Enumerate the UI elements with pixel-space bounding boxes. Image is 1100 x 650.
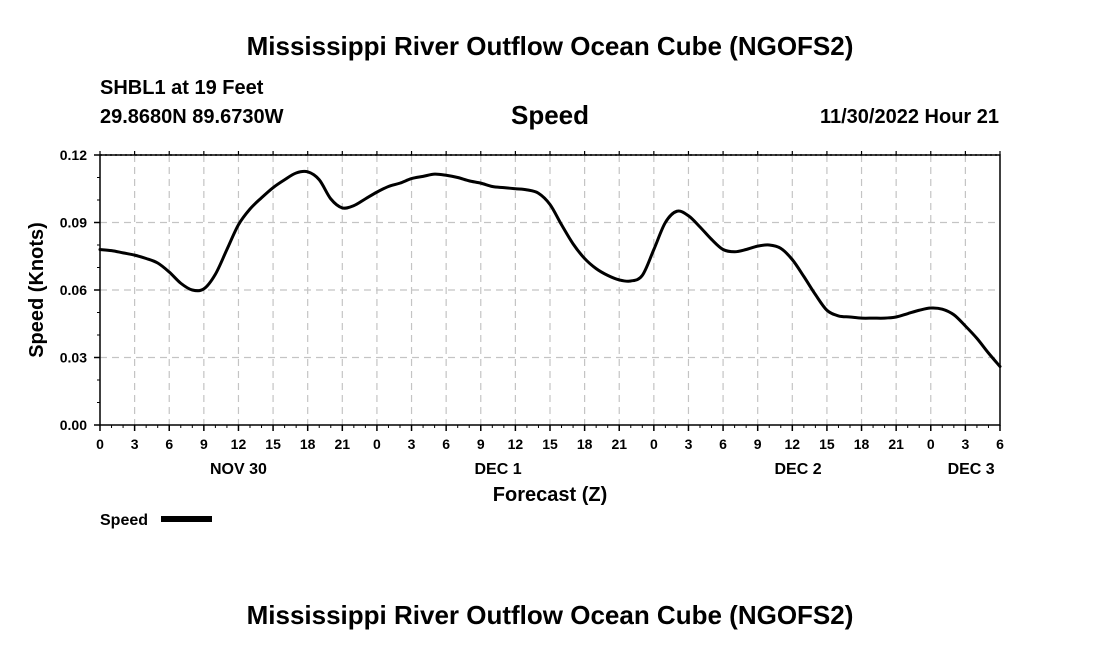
page-title-bottom: Mississippi River Outflow Ocean Cube (NG…: [246, 600, 854, 630]
x-tick-label: 0: [650, 436, 658, 452]
legend-label: Speed: [100, 512, 148, 529]
forecast-datetime: 11/30/2022 Hour 21: [819, 106, 999, 128]
x-tick-label: 3: [408, 436, 416, 452]
x-tick-label: 12: [231, 436, 247, 452]
x-tick-label: 15: [819, 436, 835, 452]
x-tick-label: 3: [961, 436, 969, 452]
y-tick-label: 0.12: [60, 147, 87, 163]
legend-swatch: [161, 516, 212, 522]
station-coordinates: 29.8680N 89.6730W: [100, 106, 284, 128]
speed-series-line: [98, 169, 1002, 368]
x-tick-label: 6: [719, 436, 727, 452]
x-tick-label: 18: [300, 436, 316, 452]
grid-layer: [100, 155, 1000, 425]
x-day-label: DEC 1: [475, 461, 522, 478]
x-tick-label: 6: [165, 436, 173, 452]
y-tick-label: 0.03: [60, 350, 87, 366]
x-tick-label: 0: [96, 436, 104, 452]
x-tick-label: 0: [373, 436, 381, 452]
chart-title: Speed: [511, 100, 589, 130]
x-tick-label: 21: [611, 436, 627, 452]
station-label: SHBL1 at 19 Feet: [100, 77, 264, 99]
x-tick-label: 15: [265, 436, 281, 452]
y-tick-label: 0.00: [60, 417, 87, 433]
ticks-layer: 0.00 0.03 0.06 0.09 0.12 0 3 6 9 12 15 18 21 0 3 6 9 12 15…: [60, 147, 1004, 478]
y-tick-label: 0.06: [60, 282, 87, 298]
x-tick-label: 21: [888, 436, 904, 452]
x-tick-label: 12: [508, 436, 524, 452]
x-tick-label: 18: [577, 436, 593, 452]
x-tick-label: 6: [996, 436, 1004, 452]
page-title: Mississippi River Outflow Ocean Cube (NG…: [246, 31, 854, 61]
y-axis-label: Speed (Knots): [26, 222, 48, 358]
x-tick-label: 0: [927, 436, 935, 452]
x-tick-label: 9: [477, 436, 485, 452]
x-tick-label: 9: [754, 436, 762, 452]
x-tick-label: 21: [335, 436, 351, 452]
x-axis-label: Forecast (Z): [493, 484, 607, 506]
x-day-label: DEC 3: [948, 461, 995, 478]
x-tick-label: 18: [854, 436, 870, 452]
x-day-label: DEC 2: [775, 461, 822, 478]
x-tick-label: 3: [685, 436, 693, 452]
x-tick-label: 12: [785, 436, 801, 452]
x-tick-label: 9: [200, 436, 208, 452]
x-tick-label: 15: [542, 436, 558, 452]
x-tick-label: 3: [131, 436, 139, 452]
x-day-label: NOV 30: [210, 461, 267, 478]
y-tick-label: 0.09: [60, 215, 87, 231]
x-tick-label: 6: [442, 436, 450, 452]
